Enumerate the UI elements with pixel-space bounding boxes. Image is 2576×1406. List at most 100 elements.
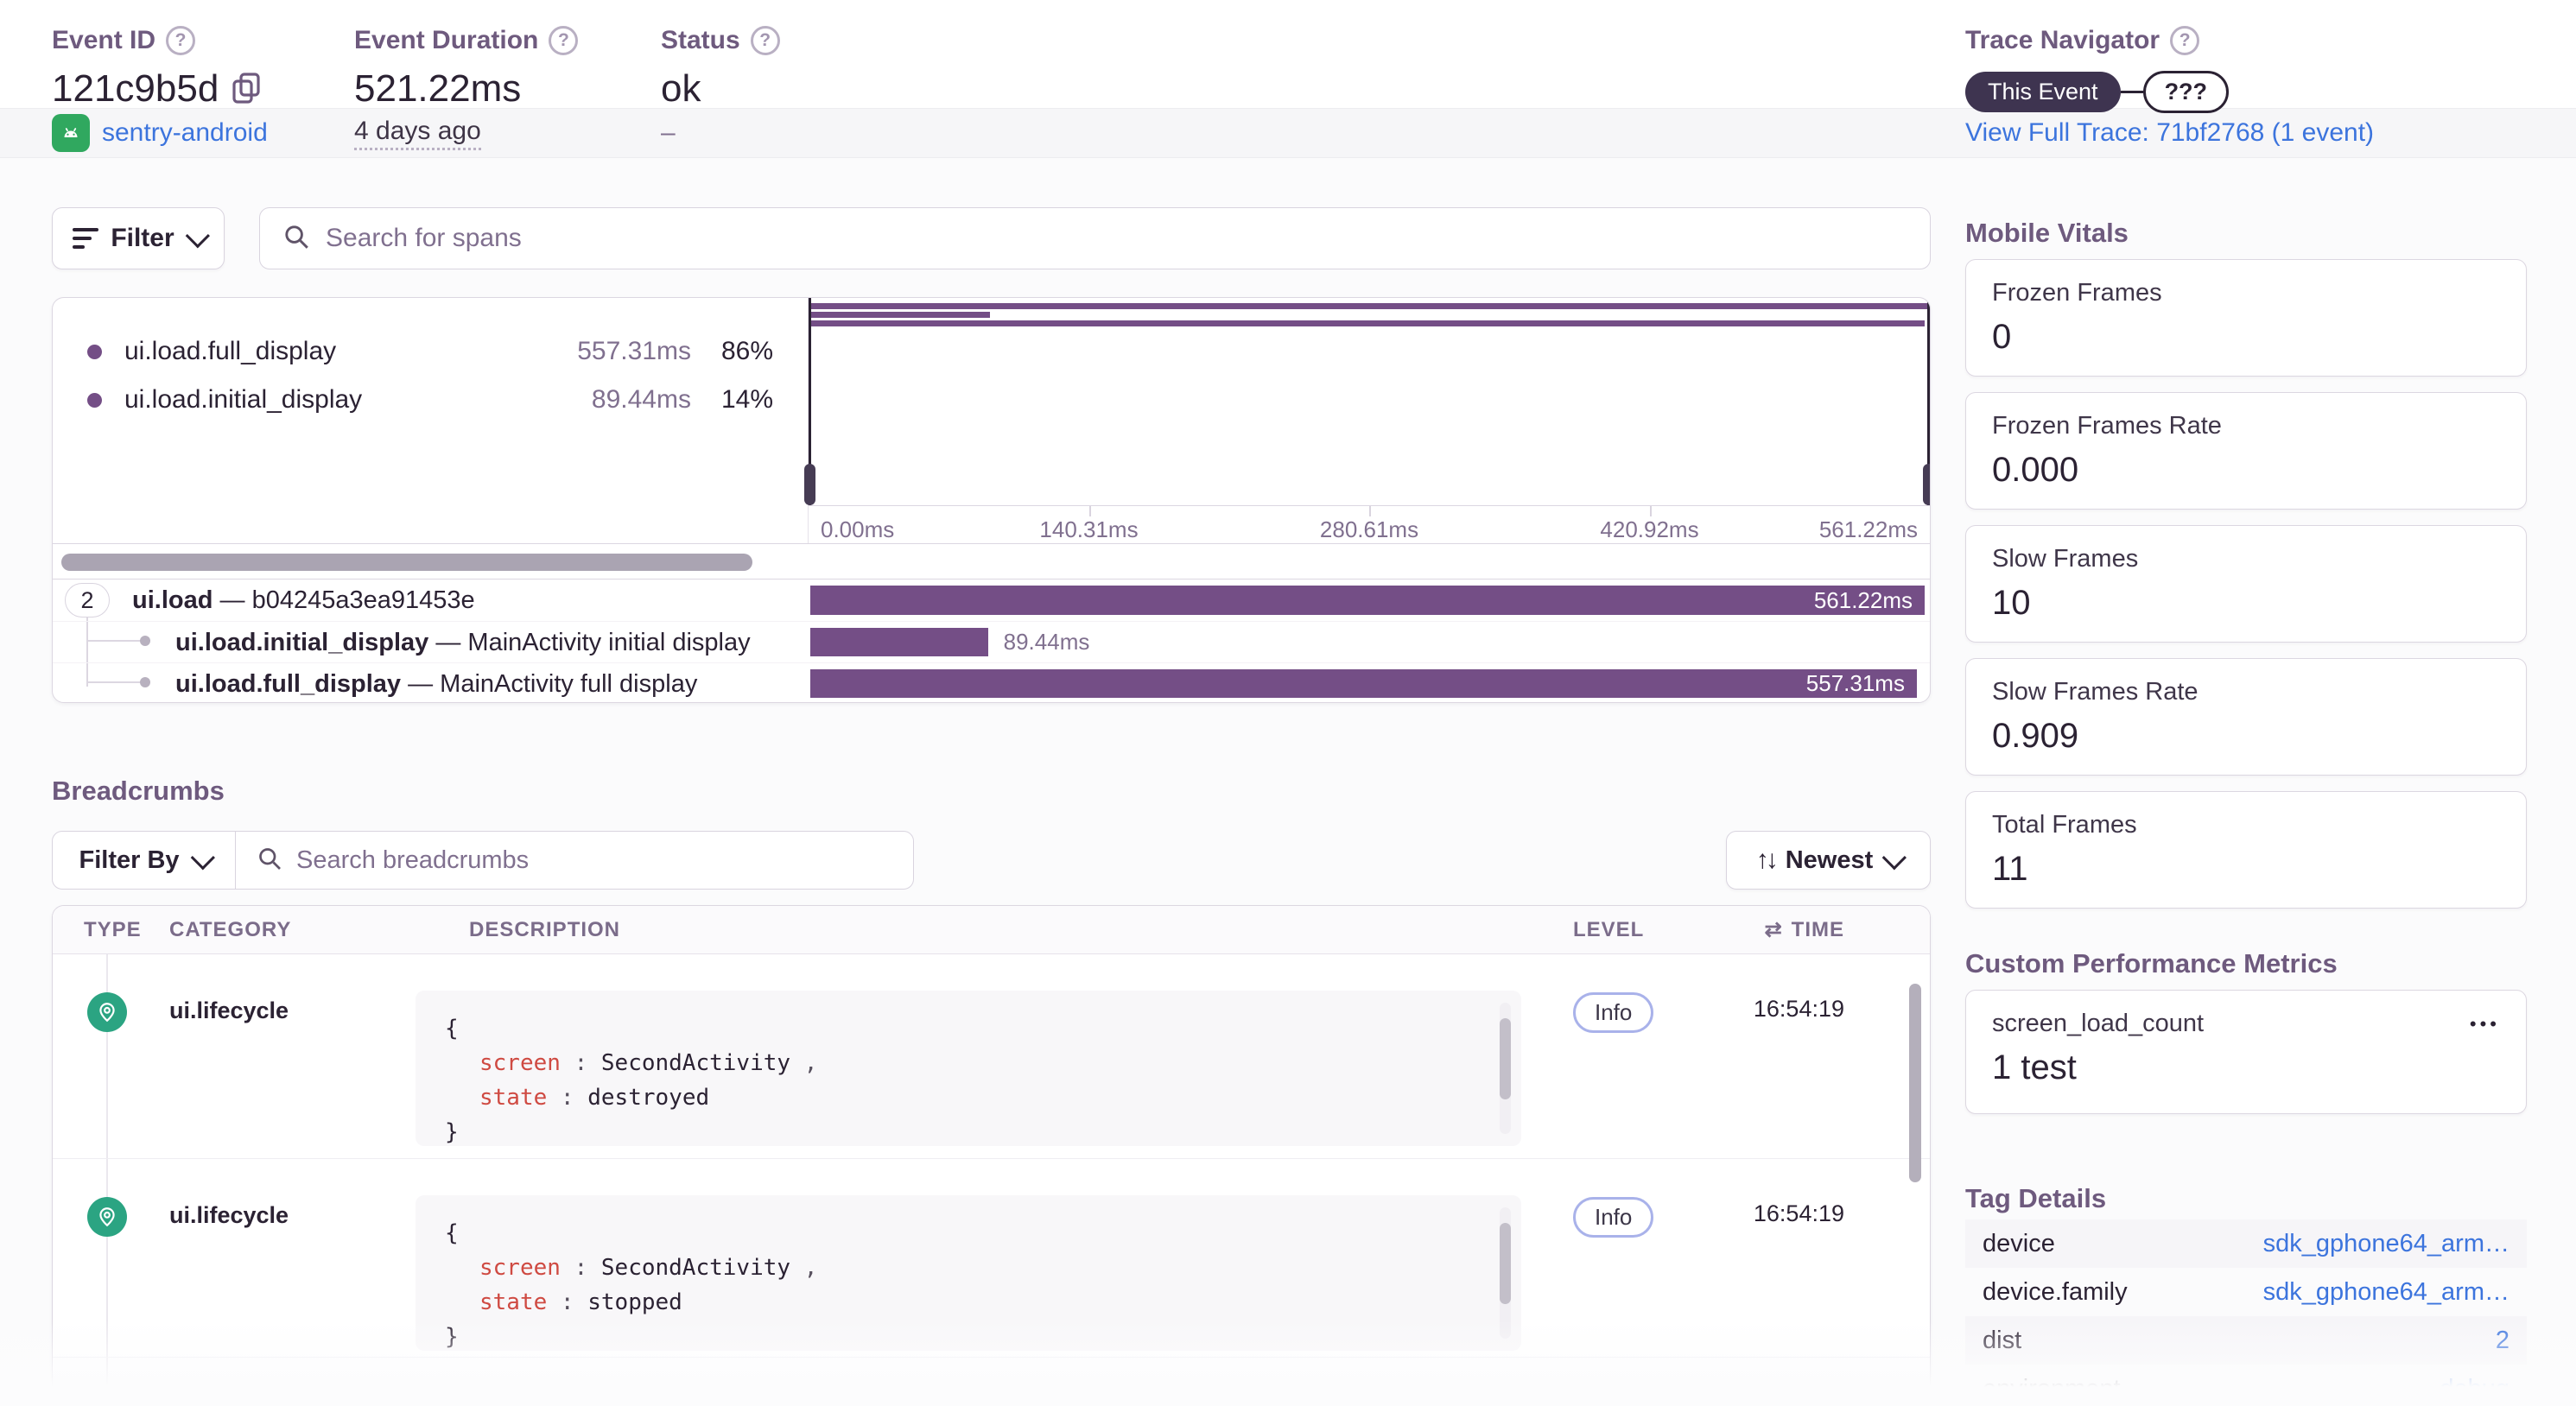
overflow-menu-icon[interactable]: ••• bbox=[2469, 1012, 2500, 1035]
unknown-trace-pill[interactable]: ??? bbox=[2142, 71, 2230, 113]
column-type: TYPE bbox=[84, 917, 142, 941]
copy-icon[interactable] bbox=[232, 73, 262, 105]
minimap-chart[interactable] bbox=[804, 298, 1930, 505]
span-duration: 561.22ms bbox=[1813, 586, 1913, 613]
tag-row: environment debug bbox=[1965, 1365, 2527, 1406]
breadcrumbs-sort-button[interactable]: ↑↓ Newest bbox=[1726, 831, 1931, 890]
view-full-trace-link[interactable]: View Full Trace: 71bf2768 (1 event) bbox=[1965, 118, 2375, 147]
span-sep: — bbox=[213, 586, 252, 614]
breadcrumb-description-code: { screen : SecondActivity , state : dest… bbox=[416, 991, 1521, 1146]
help-icon[interactable]: ? bbox=[2170, 26, 2200, 55]
breadcrumb-category: ui.lifecycle bbox=[169, 1358, 416, 1405]
vital-card: Slow Frames Rate 0.909 bbox=[1965, 658, 2527, 776]
span-color-dot bbox=[87, 392, 102, 408]
legend-percent: 14% bbox=[720, 385, 773, 414]
column-level: LEVEL bbox=[1573, 917, 1645, 941]
right-drag-handle[interactable] bbox=[1923, 464, 1930, 505]
tree-connector-line bbox=[86, 681, 140, 683]
metric-card: screen_load_count ••• 1 test bbox=[1965, 990, 2527, 1114]
span-search-input[interactable] bbox=[326, 224, 1907, 253]
breadcrumbs-search-input[interactable] bbox=[296, 846, 892, 875]
span-duration: 557.31ms bbox=[1805, 670, 1905, 696]
location-pin-icon bbox=[87, 1197, 127, 1237]
minimap-axis: 0.00ms 140.31ms 280.61ms 420.92ms 561.22… bbox=[809, 505, 1930, 543]
chevron-down-icon bbox=[190, 846, 215, 871]
span-color-dot bbox=[87, 344, 102, 359]
span-row[interactable]: 2 ui.load — b04245a3ea91453e 561.22ms bbox=[53, 580, 1930, 621]
span-legend: ui.load.full_display 557.31ms 86% ui.loa… bbox=[53, 298, 809, 543]
tree-node-dot bbox=[140, 636, 150, 646]
vital-value: 0 bbox=[1992, 318, 2012, 356]
tag-value-link[interactable]: debug bbox=[2440, 1374, 2509, 1403]
span-bar[interactable]: 557.31ms bbox=[810, 669, 1917, 698]
sort-label: Newest bbox=[1785, 846, 1874, 874]
legend-duration: 89.44ms bbox=[591, 385, 691, 414]
help-icon[interactable]: ? bbox=[166, 26, 196, 55]
tag-value-link[interactable]: 2 bbox=[2495, 1326, 2509, 1354]
status-label: Status bbox=[661, 26, 740, 54]
breadcrumb-time: 16:54:18 bbox=[1707, 1358, 1867, 1405]
span-bar[interactable] bbox=[810, 628, 988, 656]
vital-value: 10 bbox=[1992, 584, 2031, 622]
breadcrumb-time: 16:54:19 bbox=[1753, 996, 1844, 1022]
vital-label: Slow Frames bbox=[1992, 545, 2139, 573]
left-drag-handle[interactable] bbox=[804, 464, 815, 505]
horizontal-scrollbar[interactable] bbox=[53, 543, 1930, 580]
breadcrumb-time: 16:54:19 bbox=[1753, 1200, 1844, 1226]
sort-arrows-icon: ↑↓ bbox=[1755, 846, 1779, 874]
filter-icon bbox=[73, 228, 99, 249]
help-icon[interactable]: ? bbox=[750, 26, 780, 55]
span-filter-button[interactable]: Filter bbox=[52, 207, 225, 269]
trace-navigator-label: Trace Navigator bbox=[1965, 26, 2160, 54]
event-duration-block: Event Duration ? 521.22ms bbox=[354, 26, 579, 111]
chevron-down-icon bbox=[185, 224, 210, 249]
span-description: MainActivity full display bbox=[440, 669, 698, 698]
breadcrumbs-scrollbar-thumb[interactable] bbox=[1909, 984, 1921, 1182]
breadcrumbs-title: Breadcrumbs bbox=[52, 776, 225, 806]
span-bar[interactable]: 561.22ms bbox=[810, 586, 1925, 615]
metric-value: 1 test bbox=[1992, 1048, 2077, 1086]
status-sub: – bbox=[661, 118, 676, 147]
breadcrumbs-search bbox=[236, 832, 913, 889]
tag-row: device.family sdk_gphone64_arm… bbox=[1965, 1268, 2527, 1316]
tag-value-link[interactable]: sdk_gphone64_arm… bbox=[2262, 1277, 2509, 1306]
column-time[interactable]: ⇄ TIME bbox=[1764, 917, 1844, 942]
span-row[interactable]: ui.load.full_display — MainActivity full… bbox=[53, 662, 1930, 702]
this-event-pill[interactable]: This Event bbox=[1965, 72, 2121, 112]
help-icon[interactable]: ? bbox=[549, 26, 579, 55]
code-scrollbar-thumb[interactable] bbox=[1500, 1223, 1511, 1305]
event-id-label-row: Event ID ? bbox=[52, 26, 262, 55]
span-sep: — bbox=[401, 669, 441, 698]
tag-row: device sdk_gphone64_arm… bbox=[1965, 1219, 2527, 1268]
event-id-value-row: 121c9b5d bbox=[52, 67, 262, 111]
mobile-vitals-list: Frozen Frames 0 Frozen Frames Rate 0.000… bbox=[1965, 259, 2527, 924]
spans-panel: ui.load.full_display 557.31ms 86% ui.loa… bbox=[52, 297, 1931, 703]
axis-tick-label: 280.61ms bbox=[1319, 516, 1419, 542]
level-badge: Info bbox=[1573, 1396, 1654, 1405]
span-children-badge[interactable]: 2 bbox=[65, 583, 110, 618]
breadcrumbs-filter-by-button[interactable]: Filter By bbox=[53, 832, 236, 889]
code-scrollbar[interactable] bbox=[1500, 1003, 1511, 1134]
span-duration: 89.44ms bbox=[1003, 629, 1090, 655]
span-minimap[interactable]: 0.00ms 140.31ms 280.61ms 420.92ms 561.22… bbox=[804, 298, 1930, 543]
event-age[interactable]: 4 days ago bbox=[354, 117, 481, 150]
level-badge: Info bbox=[1573, 992, 1654, 1033]
event-duration-value: 521.22ms bbox=[354, 67, 522, 110]
vital-label: Frozen Frames Rate bbox=[1992, 412, 2222, 440]
project-link[interactable]: sentry-android bbox=[102, 118, 268, 147]
code-scrollbar-thumb[interactable] bbox=[1500, 1018, 1511, 1100]
legend-item[interactable]: ui.load.full_display 557.31ms 86% bbox=[87, 327, 773, 376]
tag-details-title: Tag Details bbox=[1965, 1183, 2107, 1213]
span-row[interactable]: ui.load.initial_display — MainActivity i… bbox=[53, 621, 1930, 662]
horizontal-scrollbar-thumb[interactable] bbox=[61, 554, 752, 571]
code-scrollbar[interactable] bbox=[1500, 1207, 1511, 1339]
legend-op: ui.load.full_display bbox=[124, 337, 337, 365]
span-op: ui.load.initial_display bbox=[175, 628, 429, 656]
tag-value-link[interactable]: sdk_gphone64_arm… bbox=[2262, 1229, 2509, 1257]
legend-item[interactable]: ui.load.initial_display 89.44ms 14% bbox=[87, 376, 773, 424]
breadcrumb-row: ui.lifecycle { Info 16:54:18 bbox=[53, 1357, 1930, 1405]
project-row: sentry-android bbox=[52, 108, 268, 158]
vital-value: 0.000 bbox=[1992, 451, 2079, 489]
breadcrumb-row: ui.lifecycle { screen : SecondActivity ,… bbox=[53, 954, 1930, 1158]
